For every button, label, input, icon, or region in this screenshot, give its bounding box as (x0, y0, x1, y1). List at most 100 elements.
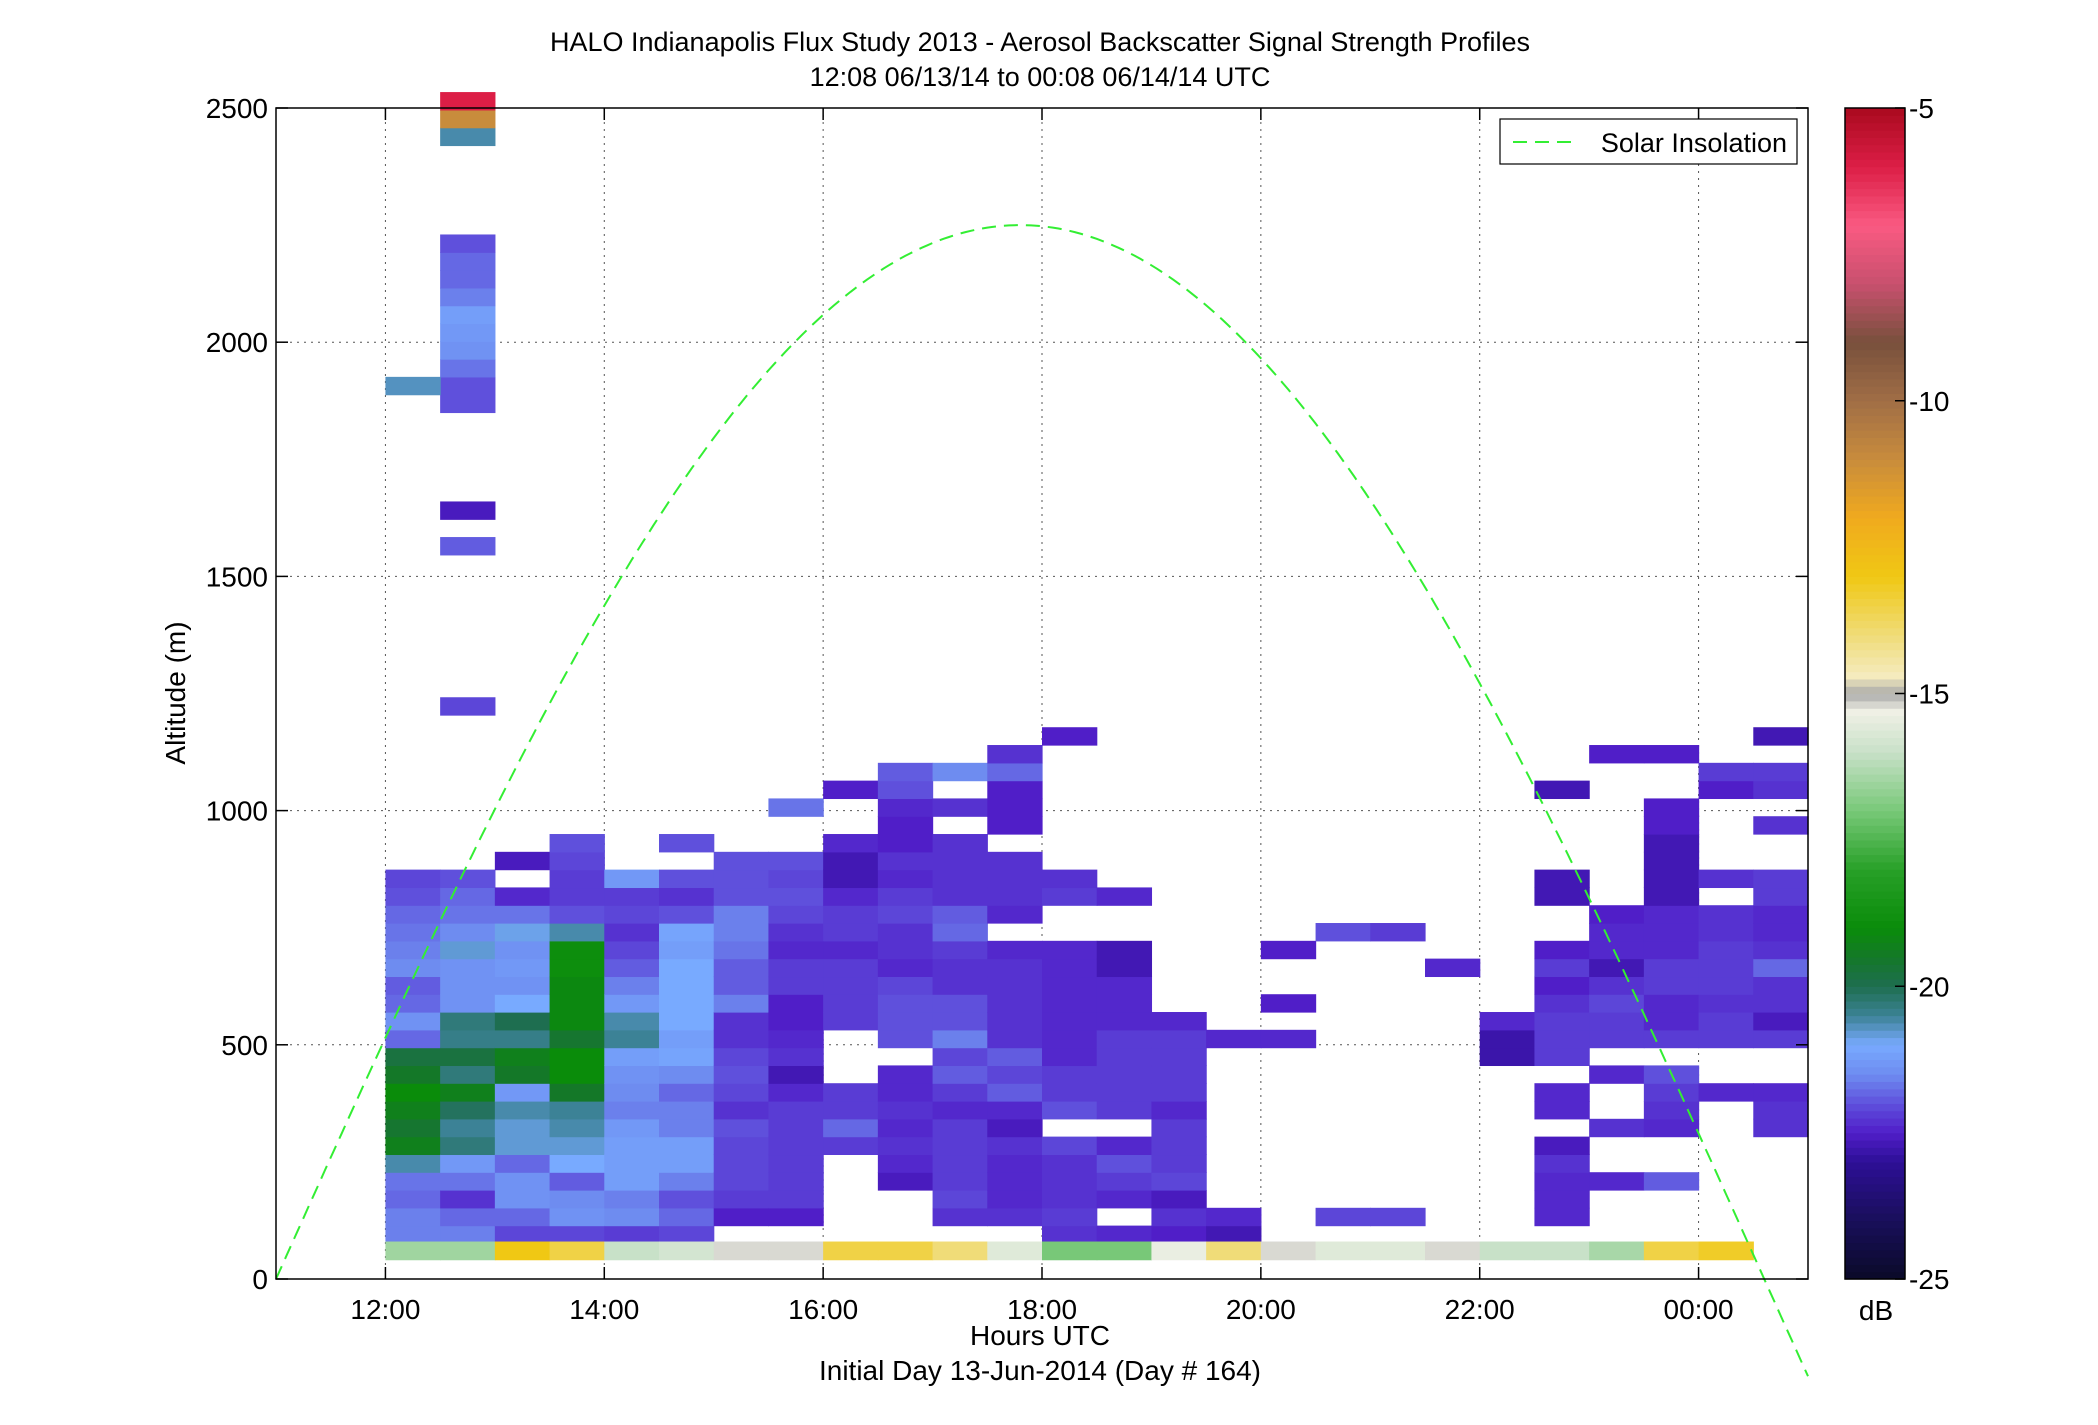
colorbar-segment (1845, 795, 1905, 804)
heatmap-cell (932, 869, 988, 889)
colorbar-segment (1845, 649, 1905, 658)
heatmap-cell (932, 958, 988, 978)
heatmap-cell (1096, 1101, 1153, 1120)
heatmap-cell (440, 994, 496, 1013)
x-tick-label: 12:00 (350, 1294, 420, 1325)
colorbar-segment (1845, 108, 1905, 116)
heatmap-cell (1589, 1029, 1645, 1049)
heatmap-cell (987, 905, 1043, 924)
colorbar-segment (1845, 305, 1905, 314)
heatmap-cell (1315, 923, 1371, 942)
y-tick-label: 2500 (206, 93, 268, 124)
colorbar-segment (1845, 847, 1905, 856)
colorbar-segment (1845, 1022, 1905, 1031)
heatmap-cell (1534, 887, 1590, 906)
colorbar-segment (1845, 437, 1905, 446)
colorbar-segment (1845, 144, 1905, 153)
heatmap-cell (768, 1065, 824, 1084)
heatmap-cell (1643, 851, 1700, 871)
heatmap-cell (987, 780, 1043, 800)
colorbar-segment (1845, 591, 1905, 599)
heatmap-cell (877, 994, 934, 1013)
colorbar-segment (1845, 1183, 1905, 1192)
colorbar-segment (1845, 708, 1905, 717)
heatmap-cell (494, 1012, 551, 1031)
colorbar-segment (1845, 1081, 1905, 1090)
heatmap-cell (877, 940, 934, 960)
heatmap-cell (440, 287, 496, 307)
colorbar-segment (1845, 986, 1905, 995)
heatmap-cell (440, 1154, 496, 1173)
heatmap-cell (823, 976, 879, 995)
heatmap-cell (713, 923, 770, 942)
colorbar-segment (1845, 422, 1905, 431)
heatmap-cell (604, 1029, 660, 1049)
heatmap-cell (932, 1083, 988, 1102)
heatmap-cell (713, 958, 770, 978)
heatmap-cell (877, 1065, 934, 1084)
colorbar-segment (1845, 971, 1905, 980)
colorbar-segment (1845, 583, 1905, 592)
heatmap-cell (1096, 1047, 1153, 1067)
colorbar-segment (1845, 430, 1905, 438)
heatmap-cell (1698, 994, 1754, 1013)
heatmap-cell (768, 923, 824, 942)
colorbar-segment (1845, 817, 1905, 826)
heatmap-cell (1096, 1065, 1153, 1084)
colorbar-segment (1845, 166, 1905, 175)
colorbar-segment (1845, 737, 1905, 746)
heatmap-cell (1534, 1136, 1590, 1156)
colorbar-segment (1845, 1213, 1905, 1222)
heatmap-cell (494, 1047, 551, 1067)
heatmap-cell (440, 341, 496, 360)
colorbar-segment (1845, 715, 1905, 724)
colorbar-segment (1845, 356, 1905, 365)
heatmap-cell (713, 1118, 770, 1138)
colorbar-segment (1845, 561, 1905, 570)
heatmap-cell (1643, 798, 1700, 817)
colorbar-segment (1845, 151, 1905, 160)
heatmap-cell (604, 1118, 660, 1138)
heatmap-cell (1096, 1029, 1153, 1049)
chart-subtitle: 12:08 06/13/14 to 00:08 06/14/14 UTC (810, 62, 1271, 92)
heatmap-cell (1534, 1207, 1590, 1227)
heatmap-cell (440, 958, 496, 978)
colorbar-segment (1845, 700, 1905, 709)
heatmap-cell (659, 1065, 715, 1084)
colorbar-segment (1845, 393, 1905, 402)
heatmap-cell (713, 905, 770, 924)
heatmap-cell (1643, 958, 1700, 978)
heatmap-cell (549, 834, 605, 853)
heatmap-cell (1479, 1029, 1536, 1049)
heatmap-cell (877, 798, 934, 817)
heatmap-cell (494, 958, 551, 978)
heatmap-cell (1042, 1029, 1098, 1049)
heatmap-cell (549, 1065, 605, 1084)
heatmap-cell (877, 1012, 934, 1031)
heatmap-cell (1151, 1047, 1207, 1067)
heatmap-cell (440, 270, 496, 289)
heatmap-cell (1534, 1154, 1590, 1173)
heatmap-cell (1643, 940, 1700, 960)
heatmap-cell (768, 1207, 824, 1227)
heatmap-cell (1698, 1029, 1754, 1049)
heatmap-cell (1260, 1029, 1317, 1049)
colorbar-segment (1845, 364, 1905, 373)
heatmap-cell (385, 1118, 441, 1138)
heatmap-cell (440, 252, 496, 271)
y-axis-label: Altitude (m) (160, 621, 191, 764)
colorbar-segment (1845, 334, 1905, 343)
colorbar-segment (1845, 905, 1905, 914)
heatmap-cell (494, 1207, 551, 1227)
heatmap-cell (604, 940, 660, 960)
heatmap-cell (494, 1225, 551, 1245)
colorbar-segment (1845, 598, 1905, 607)
heatmap-cell (823, 1083, 879, 1102)
heatmap-cell (877, 923, 934, 942)
heatmap-cell (1753, 887, 1809, 906)
heatmap-cell (604, 905, 660, 924)
heatmap-cell (494, 1154, 551, 1173)
heatmap-cell (768, 798, 824, 817)
heatmap-cell (604, 1190, 660, 1209)
colorbar-segment (1845, 869, 1905, 878)
